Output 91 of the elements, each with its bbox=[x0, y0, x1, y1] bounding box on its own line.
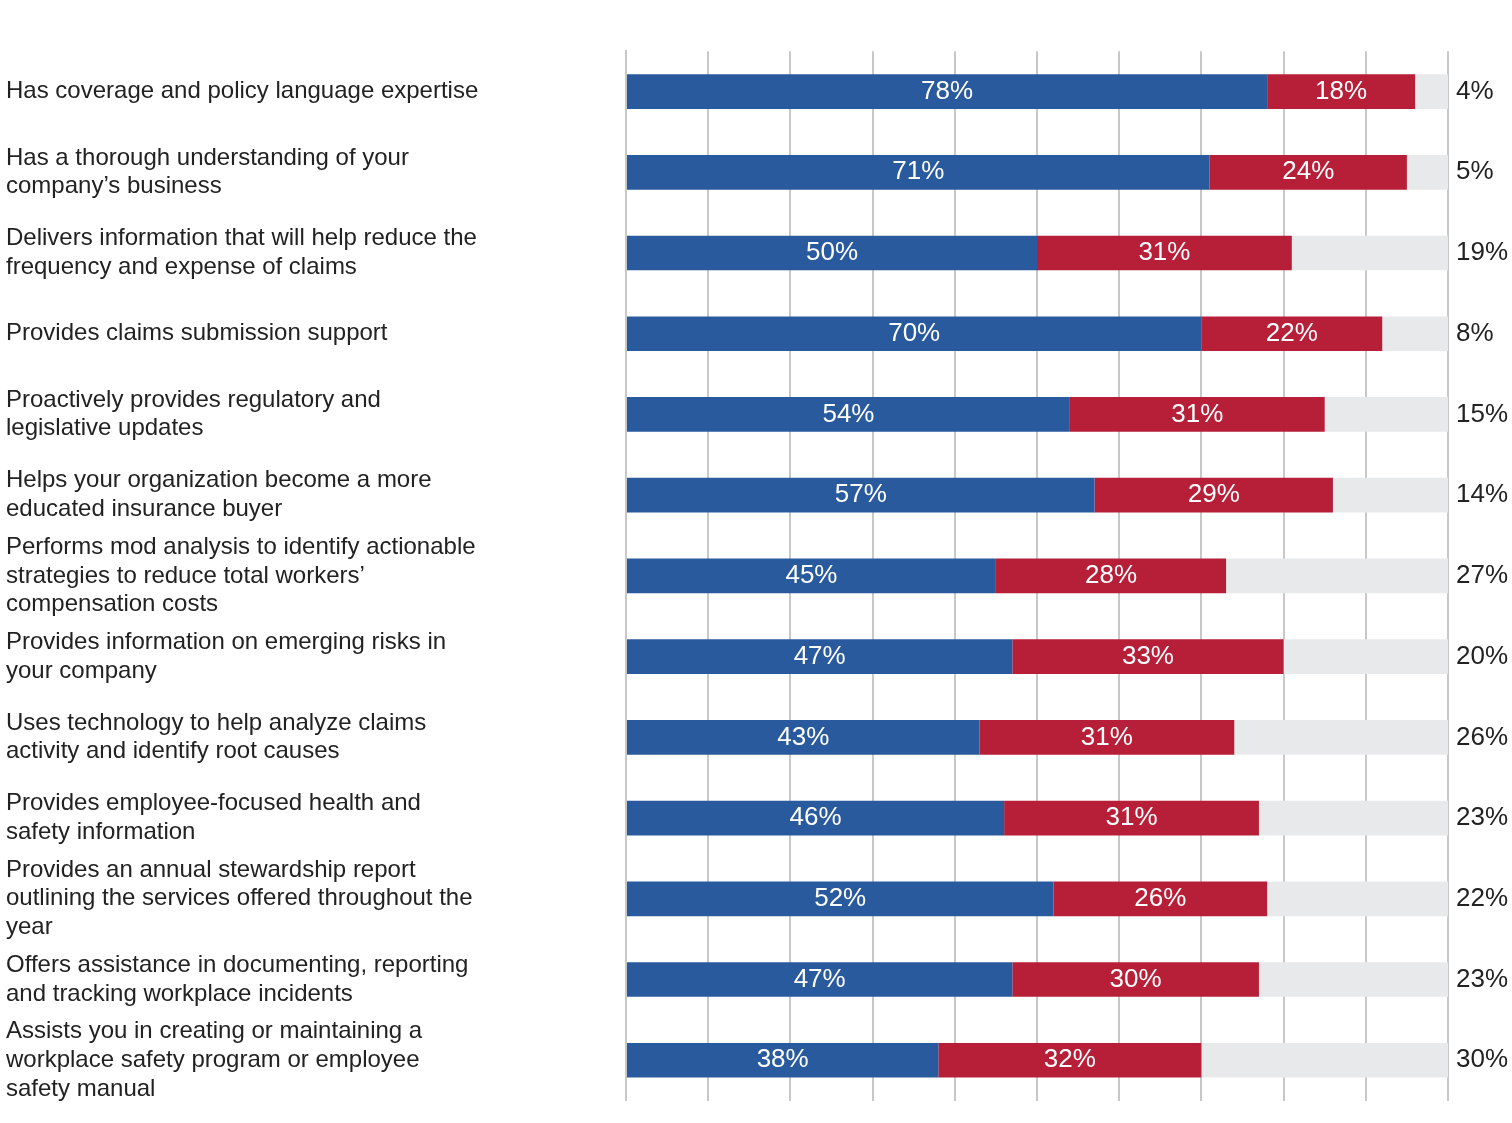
data-label: 20% bbox=[1456, 639, 1509, 670]
bar bbox=[627, 235, 1037, 271]
data-label: 47% bbox=[793, 962, 846, 993]
data-label: 26% bbox=[1456, 720, 1509, 751]
bar bbox=[1226, 558, 1448, 594]
y-tick-label: Provides employee-focused health and safety information bbox=[6, 788, 421, 845]
data-label: 22% bbox=[1265, 316, 1318, 347]
data-label: 31% bbox=[1080, 720, 1133, 751]
y-tick-label: Has a thorough understanding of your company’s business bbox=[6, 142, 409, 199]
y-tick-label: Delivers information that will help reduce the frequency and expense of claims bbox=[6, 223, 477, 280]
bar bbox=[979, 719, 1235, 755]
bar bbox=[1209, 154, 1407, 190]
y-tick-label: Has coverage and policy language expertise bbox=[6, 76, 479, 104]
bar bbox=[627, 881, 1054, 917]
y-tick-label: Performs mod analysis to identify actionable strategies to reduce total workers’ compensation costs bbox=[6, 531, 476, 617]
bar bbox=[1382, 316, 1448, 352]
bar bbox=[1069, 397, 1325, 432]
bar bbox=[627, 477, 1095, 513]
bar bbox=[938, 1042, 1202, 1078]
data-label: 18% bbox=[1315, 74, 1368, 105]
bar bbox=[1201, 316, 1383, 352]
data-label: 26% bbox=[1134, 881, 1187, 912]
data-label: 46% bbox=[789, 801, 842, 832]
data-label: 71% bbox=[892, 155, 945, 186]
bar bbox=[1324, 397, 1448, 432]
data-label: 31% bbox=[1105, 801, 1158, 832]
data-label: 33% bbox=[1121, 639, 1174, 670]
data-label: 22% bbox=[1456, 881, 1509, 912]
bar bbox=[627, 800, 1005, 836]
bar bbox=[627, 639, 1013, 674]
bar bbox=[1283, 639, 1448, 674]
data-label: 19% bbox=[1456, 236, 1509, 267]
data-label: 32% bbox=[1043, 1043, 1096, 1074]
bar bbox=[627, 962, 1013, 997]
data-label: 24% bbox=[1282, 155, 1335, 186]
bar bbox=[1267, 881, 1448, 917]
data-label: 78% bbox=[921, 74, 974, 105]
bar bbox=[1201, 1042, 1448, 1078]
data-label: 54% bbox=[822, 397, 875, 428]
data-label: 27% bbox=[1456, 559, 1509, 590]
bar bbox=[1012, 639, 1284, 674]
data-label: 45% bbox=[785, 559, 838, 590]
bar bbox=[627, 154, 1210, 190]
data-label: 70% bbox=[888, 316, 941, 347]
bar bbox=[1037, 235, 1292, 271]
bar bbox=[1406, 154, 1448, 190]
bar bbox=[1234, 719, 1448, 755]
bar bbox=[1291, 235, 1448, 271]
data-label: 57% bbox=[834, 478, 887, 509]
y-tick-label: Uses technology to help analyze claims activity and identify root causes bbox=[6, 707, 427, 764]
data-label: 4% bbox=[1456, 74, 1494, 105]
y-tick-label: Provides information on emerging risks in your company bbox=[6, 626, 447, 683]
bar bbox=[1332, 477, 1448, 513]
data-label: 43% bbox=[777, 720, 830, 751]
data-label: 47% bbox=[793, 639, 846, 670]
data-label: 52% bbox=[814, 881, 867, 912]
data-label: 23% bbox=[1456, 962, 1509, 993]
data-label: 23% bbox=[1456, 801, 1509, 832]
bar bbox=[1094, 477, 1333, 513]
y-tick-label: Helps your organization become a more educated insurance buyer bbox=[6, 465, 432, 522]
y-tick-label: Proactively provides regulatory and legislative updates bbox=[6, 384, 381, 441]
bar bbox=[995, 558, 1227, 594]
bar bbox=[627, 397, 1070, 432]
data-label: 8% bbox=[1456, 316, 1494, 347]
data-label: 30% bbox=[1456, 1043, 1509, 1074]
y-tick-label: Provides claims submission support bbox=[6, 318, 388, 346]
bar bbox=[1258, 962, 1448, 997]
data-label: 38% bbox=[756, 1043, 809, 1074]
bar bbox=[1258, 800, 1448, 836]
bar bbox=[627, 719, 980, 755]
data-label: 31% bbox=[1138, 236, 1191, 267]
data-label: 50% bbox=[805, 236, 859, 267]
data-label: 31% bbox=[1171, 397, 1224, 428]
y-tick-label: Offers assistance in documenting, reporting and tracking workplace incidents bbox=[6, 949, 469, 1006]
bar bbox=[1012, 962, 1259, 997]
bar bbox=[627, 316, 1202, 352]
bar bbox=[1004, 800, 1259, 836]
bar bbox=[627, 74, 1268, 109]
bar bbox=[627, 1042, 939, 1078]
data-label: 15% bbox=[1456, 397, 1509, 428]
data-label: 28% bbox=[1084, 559, 1137, 590]
bar bbox=[627, 558, 996, 594]
data-label: 29% bbox=[1187, 478, 1240, 509]
y-tick-label: Assists you in creating or maintaining a workplace safety program or employee safety manual bbox=[5, 1016, 423, 1101]
data-label: 5% bbox=[1456, 155, 1494, 186]
bar bbox=[1267, 74, 1416, 109]
data-label: 30% bbox=[1109, 962, 1162, 993]
y-tick-label: Provides an annual stewardship report outlining the services offered throughout the year bbox=[6, 854, 473, 940]
data-label: 14% bbox=[1456, 478, 1509, 509]
bar bbox=[1053, 881, 1268, 917]
bar bbox=[1415, 74, 1448, 109]
